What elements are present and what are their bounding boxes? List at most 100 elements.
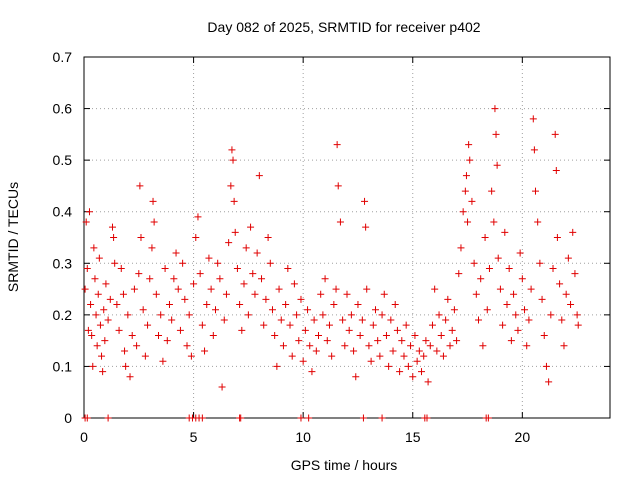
data-point — [268, 306, 276, 314]
data-point — [149, 197, 157, 205]
data-point — [378, 311, 386, 319]
data-point — [185, 311, 193, 319]
data-point — [216, 275, 224, 283]
data-point — [146, 275, 154, 283]
data-point — [431, 285, 439, 293]
data-point — [439, 352, 447, 360]
data-point — [516, 249, 524, 257]
data-point — [286, 321, 294, 329]
data-point — [393, 326, 401, 334]
data-point — [323, 337, 331, 345]
data-point — [190, 280, 198, 288]
zero-data-point — [423, 414, 431, 422]
chart-title: Day 082 of 2025, SRMTID for receiver p40… — [207, 19, 480, 35]
data-point — [422, 337, 430, 345]
data-point — [258, 275, 266, 283]
data-point — [529, 115, 537, 123]
data-point — [479, 342, 487, 350]
data-point — [99, 368, 107, 376]
data-point — [101, 337, 109, 345]
data-point — [108, 223, 116, 231]
data-point — [413, 357, 421, 365]
data-point — [95, 254, 103, 262]
data-point — [181, 295, 189, 303]
data-point — [251, 290, 259, 298]
data-point — [275, 285, 283, 293]
zero-data-point — [297, 414, 305, 422]
data-point — [450, 306, 458, 314]
data-point — [231, 228, 239, 236]
data-point — [407, 342, 415, 350]
data-point — [203, 301, 211, 309]
data-point — [225, 239, 233, 247]
data-point — [350, 347, 358, 355]
data-point — [485, 264, 493, 272]
data-point — [273, 362, 281, 370]
data-point — [222, 290, 230, 298]
data-point — [503, 301, 511, 309]
data-point — [207, 285, 215, 293]
data-point — [94, 290, 102, 298]
data-point — [356, 331, 364, 339]
data-point — [159, 357, 167, 365]
data-point — [229, 156, 237, 164]
data-point — [315, 331, 323, 339]
data-point — [98, 352, 106, 360]
data-point — [396, 368, 404, 376]
data-point — [152, 290, 160, 298]
data-point — [523, 342, 531, 350]
data-point — [475, 316, 482, 324]
data-point — [465, 141, 473, 149]
data-point — [233, 264, 241, 272]
data-point — [87, 301, 95, 309]
data-point — [100, 306, 108, 314]
data-point — [106, 295, 114, 303]
data-point — [428, 321, 436, 329]
data-point — [150, 218, 158, 226]
data-point — [433, 347, 441, 355]
data-point — [137, 234, 145, 241]
data-point — [367, 357, 375, 365]
data-point — [336, 218, 344, 226]
data-point — [569, 228, 577, 236]
data-point — [345, 326, 353, 334]
data-point — [339, 316, 347, 324]
data-point — [187, 352, 195, 360]
zero-data-point — [198, 414, 206, 422]
data-points — [81, 105, 582, 422]
data-point — [494, 254, 502, 262]
data-point — [549, 264, 557, 272]
data-point — [328, 352, 336, 360]
data-point — [461, 187, 469, 195]
data-point — [341, 342, 349, 350]
data-point — [446, 342, 454, 350]
data-point — [472, 290, 480, 298]
y-tick-label: 0.5 — [53, 152, 73, 168]
data-point — [477, 275, 485, 283]
data-point — [165, 301, 173, 309]
data-point — [284, 264, 292, 272]
data-point — [553, 234, 561, 241]
data-point — [198, 321, 206, 329]
data-point — [435, 311, 443, 319]
data-point — [501, 228, 509, 236]
y-axis-label: SRMTID / TECUs — [5, 182, 21, 292]
data-point — [518, 275, 526, 283]
data-point — [117, 264, 125, 272]
data-point — [192, 234, 200, 241]
data-point — [571, 270, 579, 278]
data-point — [385, 362, 393, 370]
y-tick-label: 0.6 — [53, 101, 73, 117]
data-point — [122, 362, 130, 370]
data-point — [214, 259, 222, 267]
data-point — [196, 270, 204, 278]
data-point — [530, 146, 538, 154]
data-point — [369, 321, 377, 329]
data-point — [391, 301, 399, 309]
data-point — [374, 337, 382, 345]
data-point — [376, 352, 384, 360]
data-point — [84, 326, 92, 334]
data-point — [279, 342, 287, 350]
data-point — [459, 208, 467, 216]
x-axis-label: GPS time / hours — [291, 457, 398, 473]
